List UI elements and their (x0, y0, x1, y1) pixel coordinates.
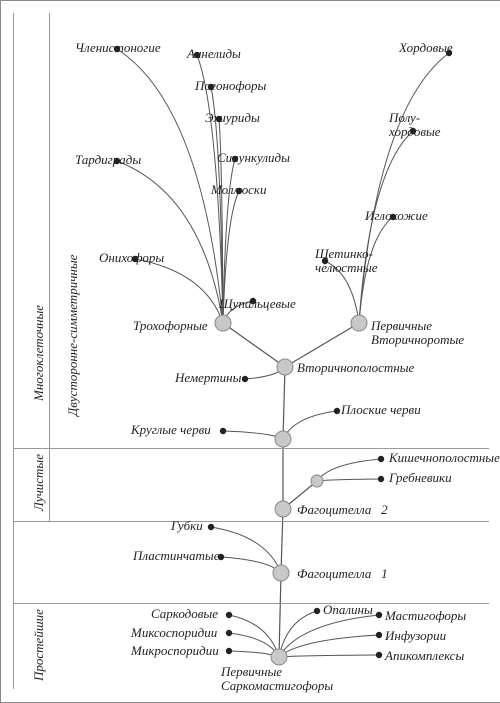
hub-label-phagocytella2: Фагоцителла 2 (297, 503, 388, 517)
tier-divider (13, 448, 489, 449)
taxon-apicomplexa: Апикомплексы (385, 649, 464, 663)
hub-label-phagocytella1: Фагоцителла 1 (297, 567, 388, 581)
taxon-roundworms: Круглые черви (131, 423, 211, 437)
taxon-tardigrada: Тардиграды (75, 153, 141, 167)
taxon-ctenophora: Гребневики (389, 471, 452, 485)
taxon-opalina: Опалины (323, 603, 373, 617)
taxon-infusoria: Инфузории (385, 629, 446, 643)
taxon-chordata: Хордовые (399, 41, 453, 55)
axis-label: Двусторонне-симметричные (65, 255, 81, 416)
taxon-myxosporidia: Миксоспоридии (131, 626, 217, 640)
hub-label-trochophora: Трохофорные (133, 319, 208, 333)
taxon-echinodermata: Иглокожие (365, 209, 428, 223)
axis-vline (13, 13, 14, 689)
taxon-tentaculata: Щупальцевые (219, 297, 296, 311)
taxon-annelida: Аннелиды (187, 47, 241, 61)
taxon-nemertina: Немертины (175, 371, 241, 385)
tier-divider (13, 603, 489, 604)
taxon-plastinchatye: Пластинчатые (133, 549, 220, 563)
taxon-onychophora: Онихофоры (99, 251, 164, 265)
hub-label-coelomate_hub: Вторичнополостные (297, 361, 414, 375)
taxon-sipunculida: Сипункулиды (217, 151, 290, 165)
axis-label: Лучистые (31, 454, 47, 511)
taxon-echiurida: Эхиуриды (205, 111, 260, 125)
taxon-cnidaria: Кишечнополостные (389, 451, 500, 465)
taxon-sarcodina: Саркодовые (151, 607, 218, 621)
taxon-chaetognatha: Щетинко- челюстные (315, 247, 378, 276)
axis-vline (49, 13, 50, 521)
taxon-gubki: Губки (171, 519, 203, 533)
taxon-pogonophora: Погонофоры (195, 79, 266, 93)
taxon-arthropoda: Членистоногие (75, 41, 161, 55)
axis-label: Многоклеточные (31, 305, 47, 401)
tier-divider (13, 521, 489, 522)
taxon-hemichordata: Полу- хордовые (389, 111, 441, 140)
hub-label-deuterostomia: Первичные Вторичноротые (371, 319, 464, 348)
taxon-mastigophora: Мастигофоры (385, 609, 466, 623)
taxon-mollusca: Моллюски (211, 183, 267, 197)
hub-label-sarcomastigophora: Первичные Саркомастигофоры (221, 665, 333, 694)
axis-label: Простейшие (31, 609, 47, 681)
taxon-microsporidia: Микроспоридии (131, 644, 219, 658)
taxon-flatworms: Плоские черви (341, 403, 421, 417)
